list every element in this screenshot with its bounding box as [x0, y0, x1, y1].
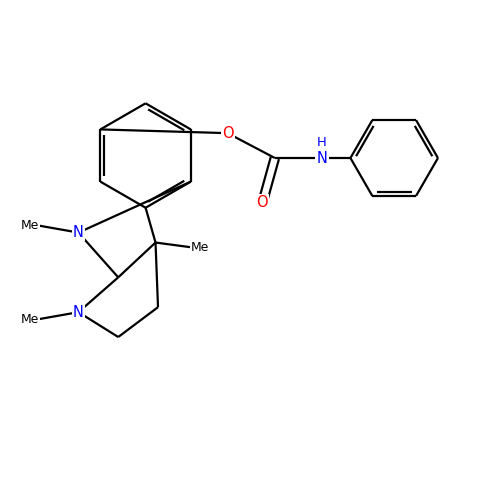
Text: Me: Me: [191, 241, 210, 254]
Text: O: O: [222, 126, 234, 140]
Text: H: H: [317, 136, 327, 148]
Text: N: N: [316, 150, 328, 166]
Text: N: N: [73, 225, 84, 240]
Text: Me: Me: [21, 218, 40, 232]
Text: N: N: [73, 304, 84, 320]
Text: Me: Me: [21, 313, 40, 326]
Text: O: O: [256, 196, 268, 210]
